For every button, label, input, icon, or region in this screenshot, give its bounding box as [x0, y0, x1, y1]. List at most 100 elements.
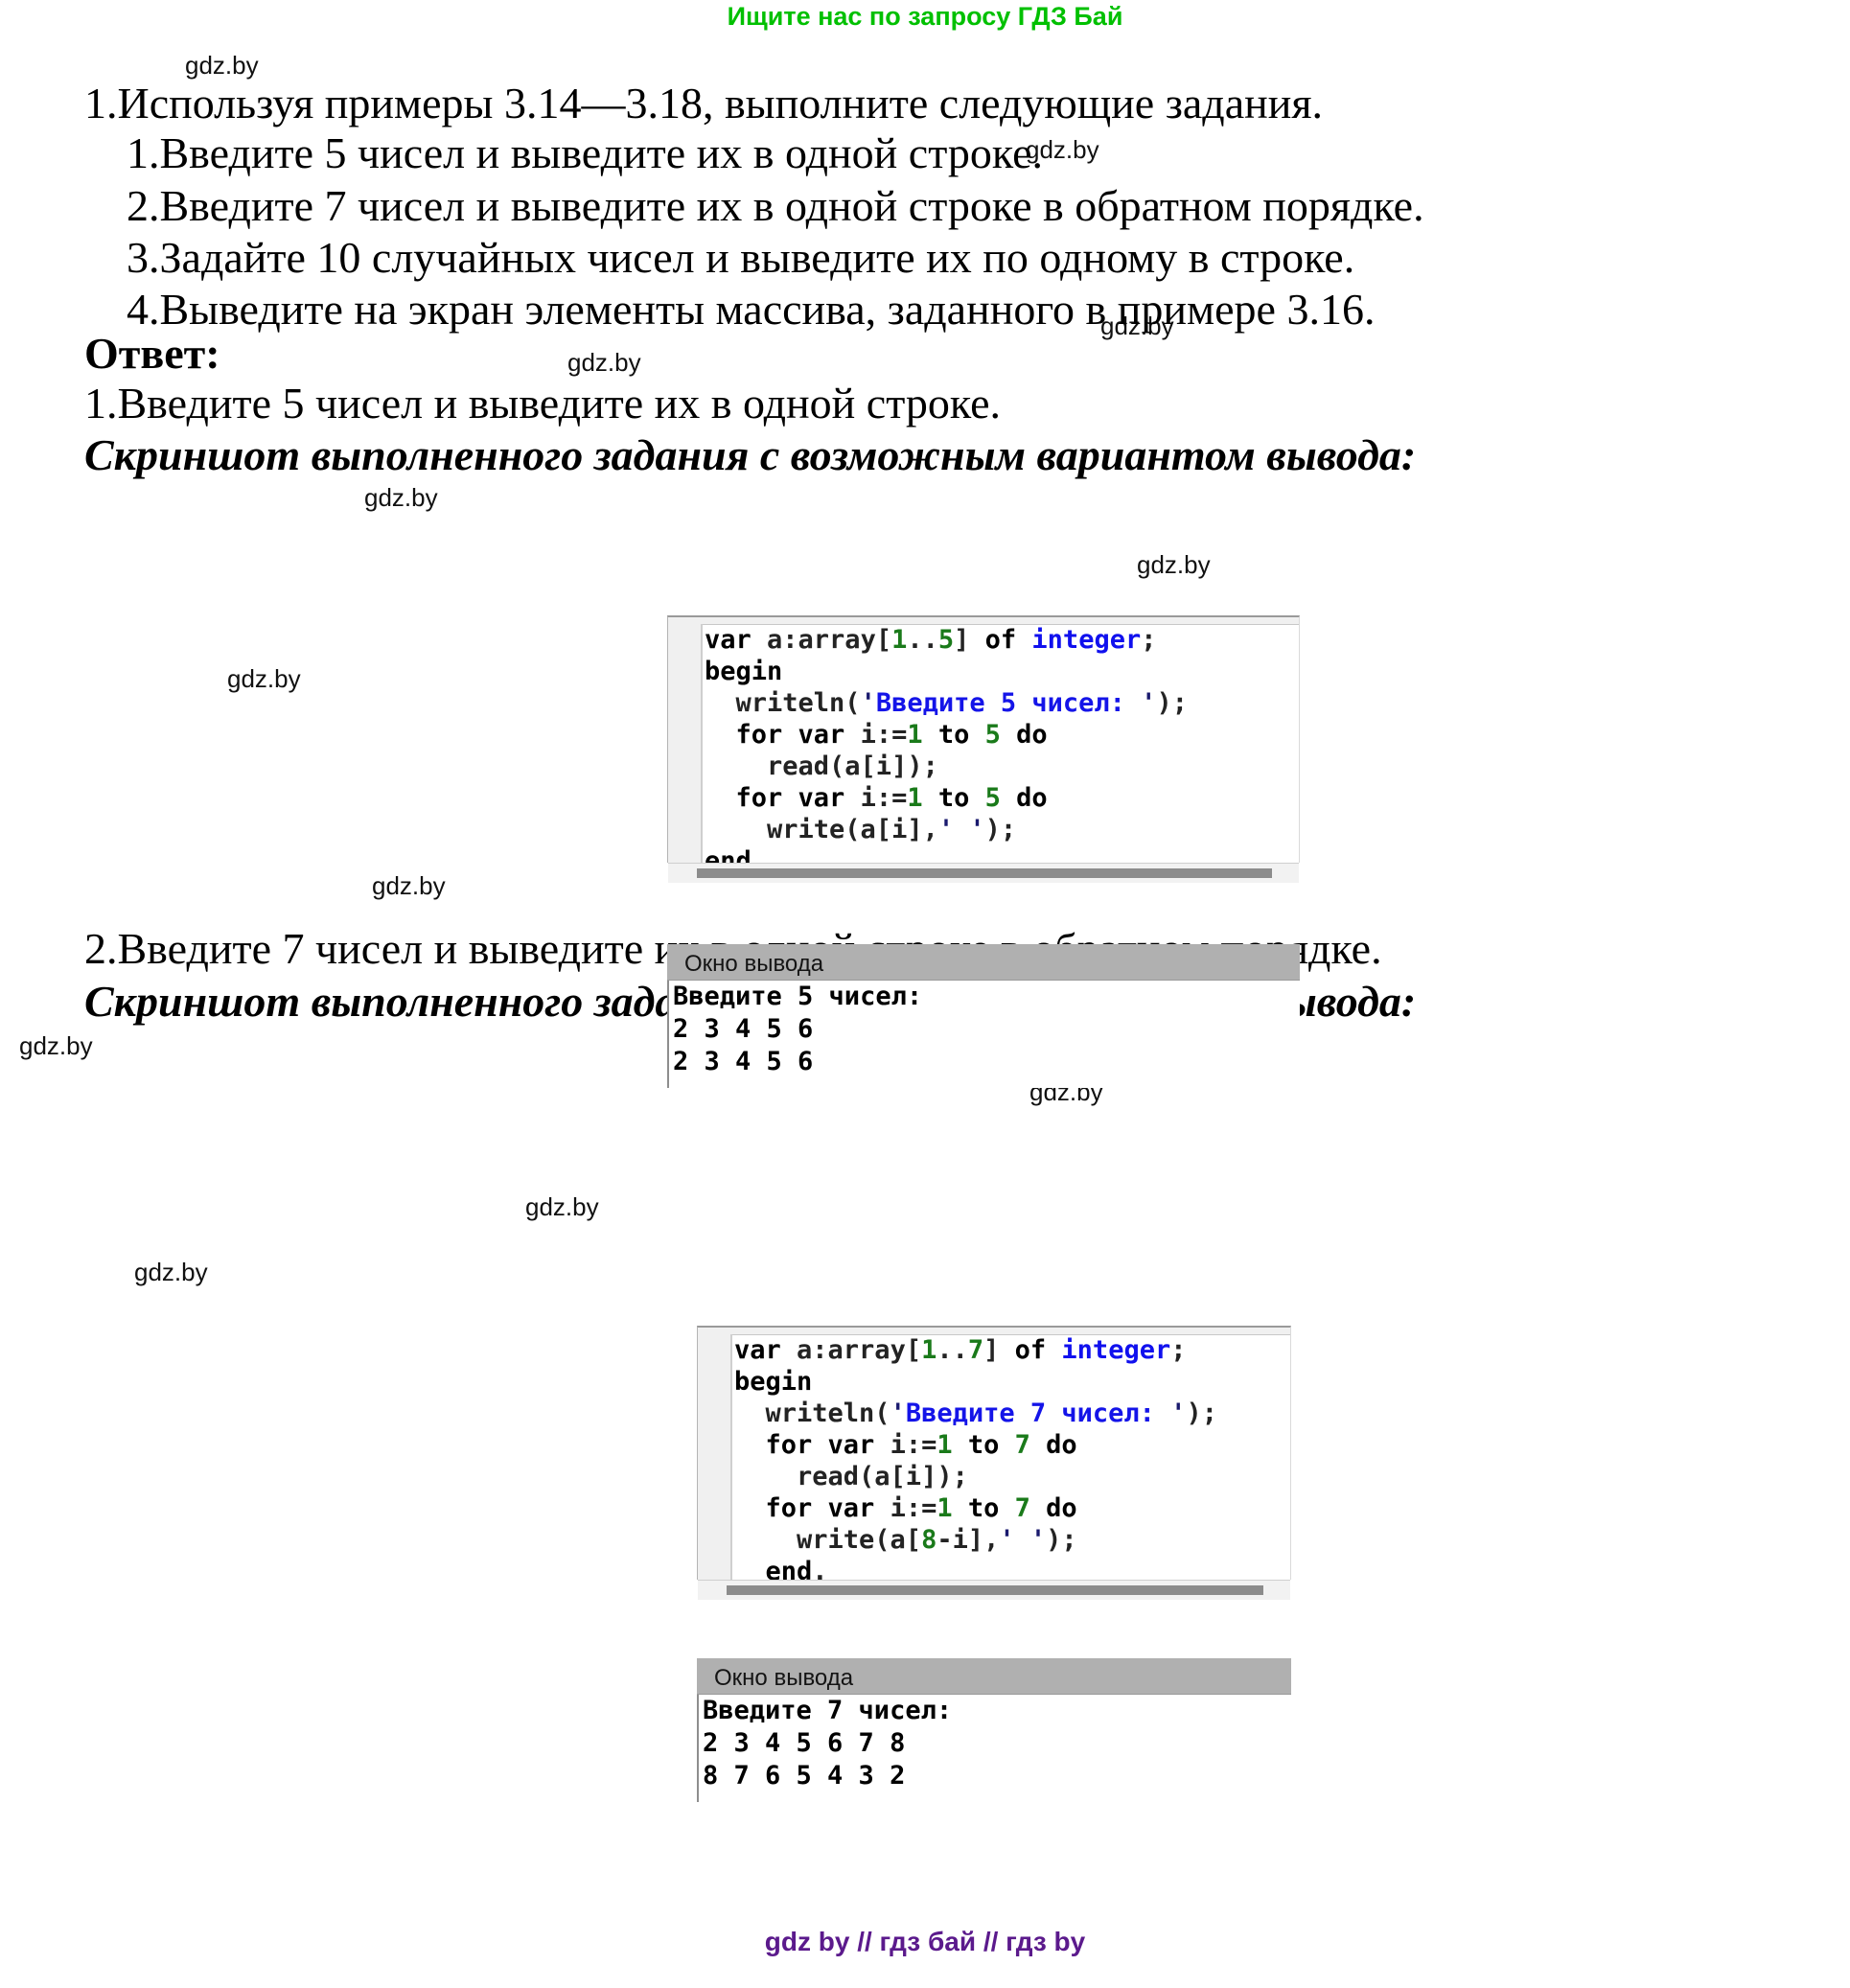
subtask-4: 4.Выведите на экран элементы массива, за… [127, 285, 1376, 334]
editor-gutter-1 [668, 624, 702, 863]
output-window-titlebar-2: Окно вывода [697, 1658, 1291, 1695]
watermark: gdz.by [1100, 312, 1174, 340]
code-token: var [734, 1335, 798, 1365]
code-token: 7 [1014, 1430, 1030, 1460]
code-token: ; [1141, 625, 1157, 655]
code-token: do [1029, 1493, 1077, 1523]
watermark: gdz.by [134, 1258, 208, 1286]
subtask-3: 3.Задайте 10 случайных чисел и выведите … [127, 233, 1355, 282]
code-token: i:= [890, 1430, 937, 1460]
code-token: ); [1186, 1399, 1217, 1428]
code-token: a:array[ [767, 625, 892, 655]
code-token [734, 1430, 766, 1460]
code-token: ; [1170, 1335, 1187, 1365]
code-token: ' [1170, 1399, 1187, 1428]
watermark: gdz.by [364, 483, 438, 512]
code-line: var a:array[1..7] of integer; [734, 1334, 1217, 1366]
subtask-1: 1.Введите 5 чисел и выведите их в одной … [127, 128, 1043, 177]
code-token: ' [860, 688, 876, 718]
watermark: gdz.by [227, 664, 301, 693]
code-line: end. [734, 1556, 1217, 1580]
answer-1-text: 1.Введите 5 чисел и выведите их в одной … [84, 379, 1001, 428]
output-window-2: Окно вывода Введите 7 чисел: 2 3 4 5 6 7… [697, 1658, 1291, 1802]
code-token: for [735, 783, 798, 813]
code-token: . [812, 1557, 828, 1580]
editor-hscrollbar-2[interactable] [698, 1580, 1290, 1600]
code-token: ] [954, 625, 985, 655]
code-line: begin [705, 656, 1188, 687]
code-token: to [952, 1430, 1015, 1460]
code-token: -i], [937, 1525, 1000, 1555]
code-token: begin [705, 657, 783, 686]
code-token: 7 [967, 1335, 984, 1365]
code-token [734, 1493, 766, 1523]
code-token [954, 815, 969, 844]
code-line: read(a[i]); [734, 1461, 1217, 1492]
code-line: writeln('Введите 7 чисел: '); [734, 1398, 1217, 1429]
code-text-1[interactable]: var a:array[1..5] of integer; begin write… [705, 624, 1188, 863]
code-token: .. [937, 1335, 968, 1365]
code-token: begin [734, 1367, 813, 1397]
output-line: 2 3 4 5 6 [673, 1014, 814, 1044]
code-line: read(a[i]); [705, 751, 1188, 782]
code-token: i:= [860, 720, 908, 750]
watermark: gdz.by [185, 51, 259, 80]
screenshot-caption-1: Скриншот выполненного задания с возможны… [84, 430, 1417, 479]
code-token: ' [999, 1525, 1015, 1555]
code-token: ); [984, 815, 1017, 844]
subtask-2: 2.Введите 7 чисел и выведите их в одной … [127, 181, 1424, 230]
output-window-1: Окно вывода Введите 5 чисел: 2 3 4 5 6 2… [667, 944, 1300, 1088]
code-editor-1[interactable]: var a:array[1..5] of integer; begin write… [667, 615, 1300, 863]
editor-hscroll-thumb-2[interactable] [727, 1585, 1263, 1595]
code-token: 1 [891, 625, 908, 655]
code-token: to [922, 783, 985, 813]
code-editor-2[interactable]: var a:array[1..7] of integer; begin write… [697, 1326, 1291, 1580]
output-line: Введите 7 чисел: [703, 1696, 953, 1725]
code-token: 1 [921, 1335, 937, 1365]
editor-hscroll-thumb-1[interactable] [697, 868, 1272, 878]
code-token: integer [1061, 1335, 1171, 1365]
pascalabc-editor-window-2[interactable]: var a:array[1..7] of integer; begin write… [697, 1326, 1291, 1625]
watermark: gdz.by [1026, 135, 1099, 164]
code-token: do [1000, 720, 1048, 750]
code-token: .. [907, 625, 938, 655]
code-token: Введите 7 чисел: [905, 1399, 1171, 1428]
code-token: integer [1031, 625, 1142, 655]
code-token: 1 [907, 783, 923, 813]
code-token: i:= [890, 1493, 937, 1523]
code-token: read(a[i]); [734, 1462, 968, 1491]
pascalabc-editor-window-1[interactable]: var a:array[1..5] of integer; begin write… [667, 615, 1300, 908]
code-token: ' [969, 815, 985, 844]
code-token: 5 [937, 625, 955, 655]
output-line: Введите 5 чисел: [673, 982, 923, 1011]
editor-hscrollbar-1[interactable] [668, 863, 1299, 883]
output-line: 8 7 6 5 4 3 2 [703, 1761, 906, 1791]
editor-gutter-divider-2 [730, 1334, 732, 1580]
code-token: var [827, 1430, 890, 1460]
watermark: gdz.by [567, 348, 641, 377]
watermark: gdz.by [1137, 550, 1211, 579]
output-window-title-2: Окно вывода [714, 1665, 854, 1691]
code-token: end [734, 1557, 813, 1580]
output-window-title-1: Окно вывода [684, 951, 824, 977]
code-token: writeln( [705, 688, 861, 718]
code-text-2[interactable]: var a:array[1..7] of integer; begin write… [734, 1334, 1217, 1580]
footer-links: gdz by // гдз бай // гдз by [764, 1927, 1086, 1956]
code-token: to [952, 1493, 1015, 1523]
code-token: ); [1046, 1525, 1077, 1555]
code-token: 1 [907, 720, 923, 750]
code-token: i:= [860, 783, 908, 813]
output-window-body-2: Введите 7 чисел: 2 3 4 5 6 7 8 8 7 6 5 4… [697, 1695, 1291, 1802]
code-token: 8 [921, 1525, 937, 1555]
code-line: for var i:=1 to 7 do [734, 1429, 1217, 1461]
code-token: of [984, 625, 1032, 655]
code-token [705, 720, 736, 750]
code-token: to [922, 720, 985, 750]
code-token: end [705, 846, 752, 863]
code-line: for var i:=1 to 7 do [734, 1492, 1217, 1524]
code-token: for [765, 1493, 828, 1523]
code-line: var a:array[1..5] of integer; [705, 624, 1188, 656]
code-token: var [798, 720, 861, 750]
code-token: var [798, 783, 861, 813]
code-token: ); [1156, 688, 1188, 718]
